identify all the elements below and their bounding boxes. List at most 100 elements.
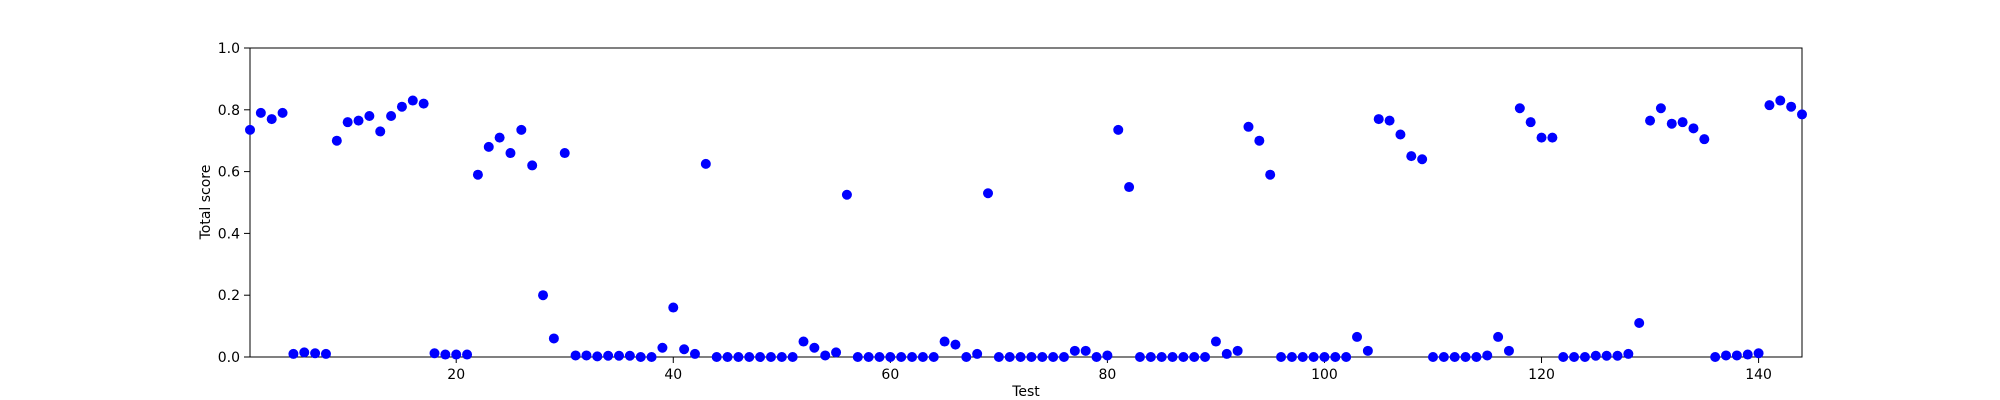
data-point [1156, 352, 1167, 362]
data-point [928, 352, 939, 362]
x-tick-label: 100 [1311, 367, 1338, 383]
data-point [1297, 352, 1308, 362]
x-tick-label: 60 [881, 367, 899, 383]
data-point [1666, 118, 1677, 129]
y-tick-label: 0.4 [218, 226, 240, 242]
data-point [1645, 115, 1656, 126]
data-point [874, 352, 885, 362]
data-point [689, 348, 700, 359]
data-point [483, 141, 494, 152]
data-point [494, 132, 505, 143]
data-point [635, 352, 646, 362]
data-point [1503, 345, 1514, 356]
data-point [722, 352, 733, 362]
data-point [255, 107, 266, 118]
x-axis-ticks: 20 40 60 80 100 120 140 [447, 357, 1772, 383]
data-point [1341, 352, 1352, 362]
data-point [386, 110, 397, 121]
data-point [896, 352, 907, 362]
data-point [1612, 350, 1623, 361]
plot-area-frame [249, 47, 1803, 358]
data-point [1015, 352, 1026, 362]
data-point [863, 352, 874, 362]
data-point [961, 352, 972, 362]
data-point [1373, 114, 1384, 125]
x-tick-label: 20 [447, 367, 465, 383]
data-point [299, 347, 310, 358]
data-point [1232, 345, 1243, 356]
data-point [1547, 132, 1558, 143]
data-point [331, 135, 342, 146]
data-point [983, 188, 994, 199]
data-point [1677, 117, 1688, 128]
data-point [1319, 352, 1330, 362]
data-point [1471, 352, 1482, 362]
data-point [1601, 350, 1612, 361]
data-point [776, 352, 787, 362]
data-point [1265, 169, 1276, 180]
y-tick-label: 0.2 [218, 288, 240, 304]
data-point [245, 124, 255, 135]
y-tick-label: 0.6 [218, 165, 240, 181]
data-point [1525, 117, 1536, 128]
data-point [1004, 352, 1015, 362]
data-point [1634, 318, 1645, 329]
data-point [1384, 115, 1395, 126]
data-point [1037, 352, 1048, 362]
data-point [1764, 100, 1775, 111]
data-point [266, 114, 277, 125]
data-point [711, 352, 722, 362]
data-point [841, 189, 852, 200]
data-point [787, 352, 798, 362]
data-point [472, 169, 483, 180]
data-point [603, 350, 614, 361]
data-point [657, 342, 668, 353]
data-point [310, 348, 321, 359]
data-point [1200, 352, 1211, 362]
data-point [440, 349, 451, 360]
data-point [570, 350, 581, 361]
data-point [592, 351, 603, 362]
data-point [429, 348, 440, 359]
data-point [668, 302, 679, 313]
data-point [1753, 348, 1764, 359]
data-point [939, 336, 950, 347]
data-point [1558, 352, 1569, 362]
x-tick-label: 120 [1528, 367, 1555, 383]
data-point [831, 347, 842, 358]
data-point [407, 95, 418, 106]
data-point [1276, 352, 1287, 362]
data-point [798, 336, 809, 347]
x-axis-label: Test [1011, 384, 1040, 400]
x-tick-label: 140 [1745, 367, 1772, 383]
data-point [1731, 350, 1742, 361]
data-point [505, 148, 516, 159]
data-point [755, 352, 766, 362]
data-point [1786, 101, 1797, 112]
data-point [396, 101, 407, 112]
data-point [1091, 352, 1102, 362]
data-point [527, 160, 538, 171]
data-point [1710, 352, 1721, 362]
data-point [1134, 352, 1145, 362]
data-point [907, 352, 918, 362]
data-point [1493, 331, 1504, 342]
data-point [516, 124, 527, 135]
data-point [548, 333, 559, 344]
data-point [1417, 154, 1428, 165]
data-point [1167, 352, 1178, 362]
data-point [418, 98, 429, 109]
x-tick-label: 40 [664, 367, 682, 383]
data-point [1699, 134, 1710, 145]
data-point [1623, 348, 1634, 359]
data-point [1514, 103, 1525, 114]
data-point [765, 352, 776, 362]
data-point [1460, 352, 1471, 362]
data-point [1178, 352, 1189, 362]
data-point [733, 352, 744, 362]
data-point [1569, 352, 1580, 362]
data-point [679, 344, 690, 355]
data-point [538, 290, 549, 301]
